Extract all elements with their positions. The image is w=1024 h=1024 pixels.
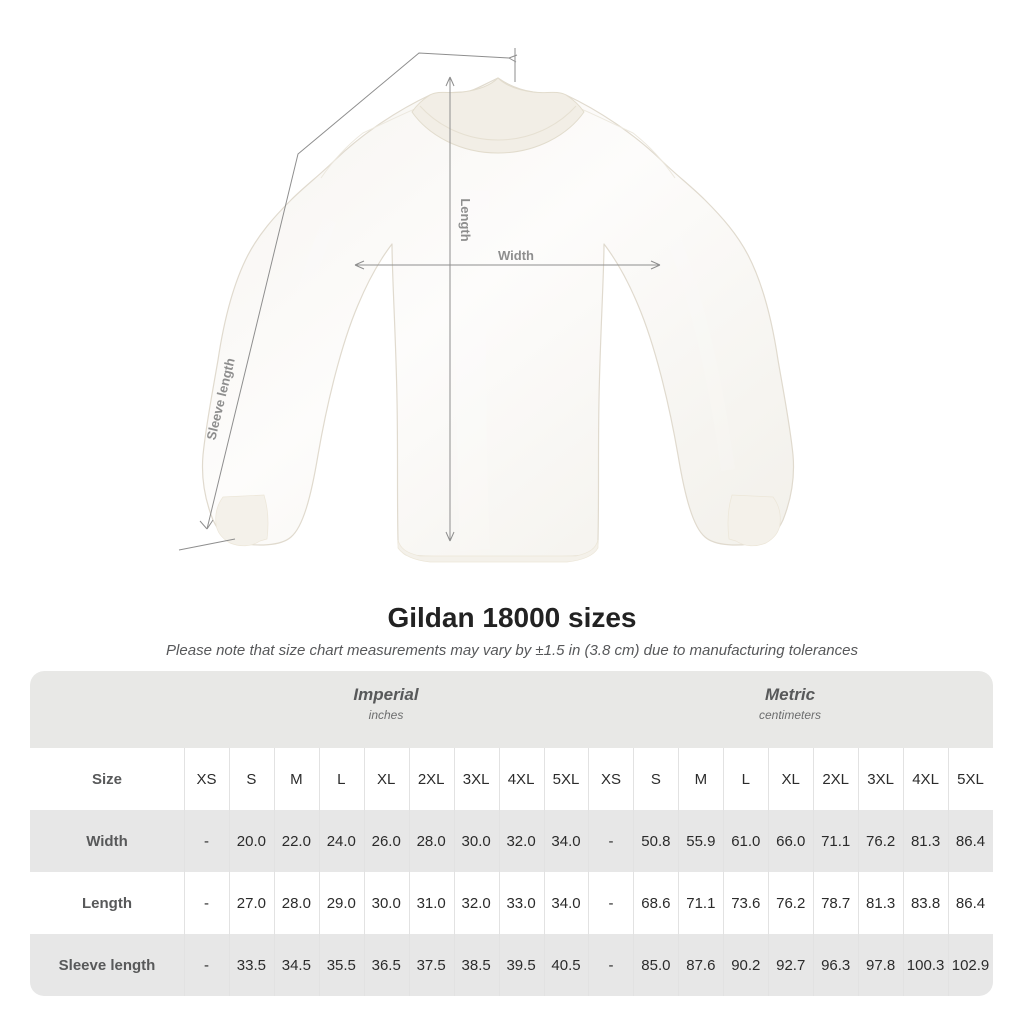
svg-text:Width: Width	[498, 248, 534, 263]
svg-text:Length: Length	[458, 198, 473, 241]
